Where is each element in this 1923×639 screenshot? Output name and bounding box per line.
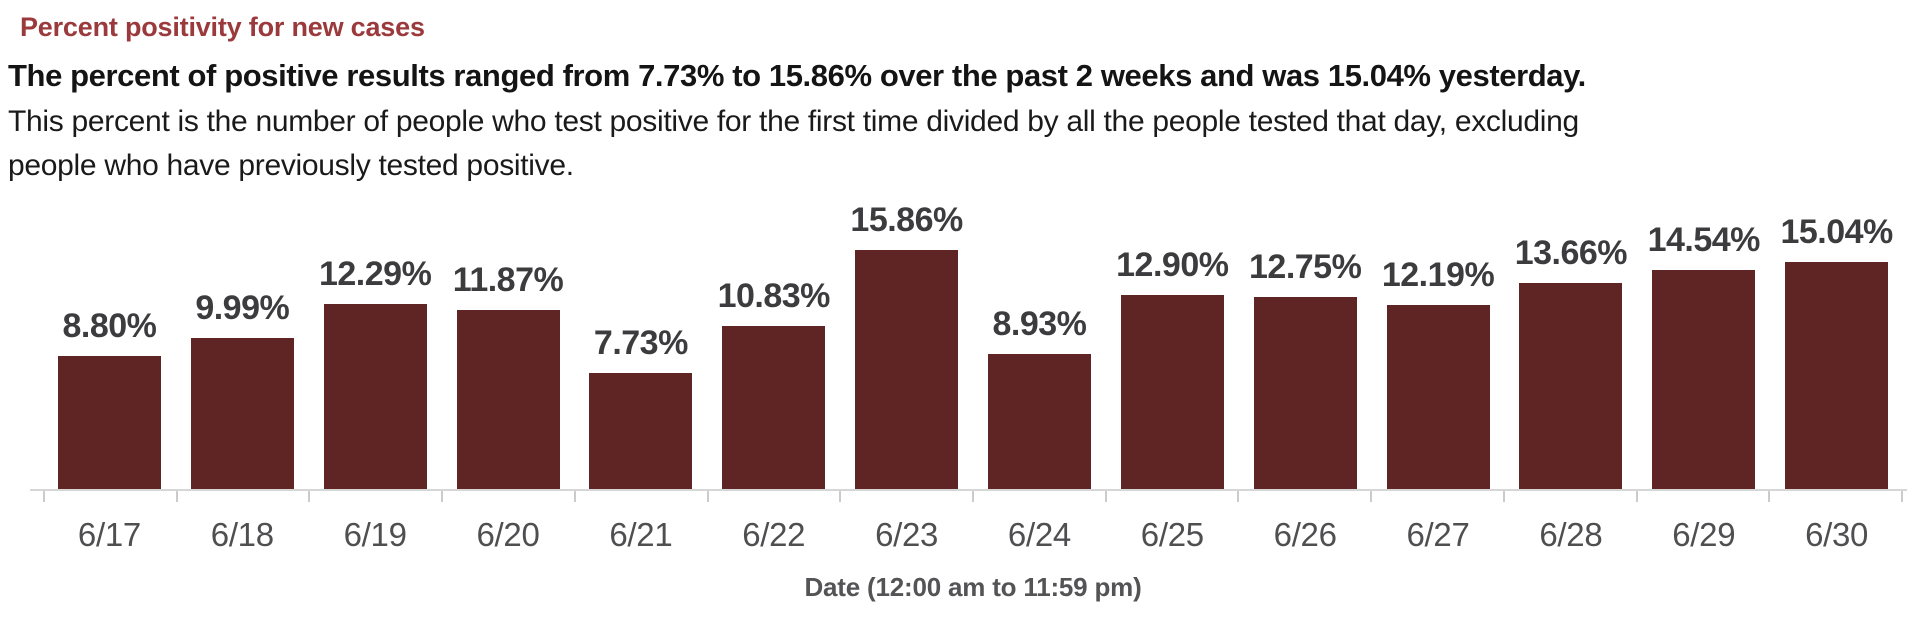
bar-value-label: 11.87% <box>452 261 564 299</box>
bar <box>1120 295 1224 489</box>
bar-group: 15.86% <box>840 201 973 489</box>
x-axis-tick <box>1237 489 1370 502</box>
x-tick-label: 6/23 <box>875 516 939 553</box>
x-tick-label: 6/28 <box>1539 516 1603 553</box>
bar <box>456 310 560 489</box>
bar-value-label: 12.90% <box>1116 246 1229 284</box>
chart-description-line-2: people who have previously tested positi… <box>8 149 574 182</box>
x-axis-tick <box>175 489 309 502</box>
bar <box>190 338 294 489</box>
bar-group: 12.29% <box>309 255 442 489</box>
x-axis-line <box>30 489 1907 491</box>
x-tick-label: 6/26 <box>1273 516 1337 553</box>
bar <box>855 250 959 489</box>
x-axis-tick <box>972 489 1105 502</box>
x-tick-label: 6/20 <box>476 516 540 553</box>
x-axis-title: Date (12:00 am to 11:59 pm) <box>804 572 1142 602</box>
bar-value-label: 8.80% <box>62 307 157 345</box>
x-tick-label: 6/24 <box>1007 516 1071 553</box>
plot-area: 8.80% 9.99% 12.29% 11.87% 7.73% 10.83% 15.86% 8… <box>43 188 1903 489</box>
x-axis-tick <box>1370 489 1503 502</box>
bar-chart: 8.80% 9.99% 12.29% 11.87% 7.73% 10.83% 15.86% 8… <box>0 188 1923 603</box>
bar <box>323 304 427 489</box>
chart-description: This percent is the number of people who… <box>8 100 1907 188</box>
bar-value-label: 14.54% <box>1647 221 1761 259</box>
bar-value-label: 7.73% <box>593 324 688 362</box>
x-axis-tick <box>43 489 176 502</box>
bar-group: 12.90% <box>1106 246 1239 489</box>
bar <box>1253 297 1357 489</box>
x-tick-label: 6/30 <box>1805 516 1869 553</box>
x-axis-tick <box>839 489 972 502</box>
x-tick-label: 6/27 <box>1406 516 1470 553</box>
bar-group: 7.73% <box>574 324 707 489</box>
x-axis-tick <box>1635 489 1769 502</box>
bar-value-label: 12.29% <box>318 255 432 293</box>
bar-value-label: 15.04% <box>1780 213 1893 251</box>
bar-group: 14.54% <box>1637 221 1770 489</box>
x-tick-label: 6/22 <box>742 516 806 553</box>
chart-header: Percent positivity for new cases The per… <box>0 0 1923 188</box>
x-tick-label: 6/19 <box>343 516 407 553</box>
bar-group: 8.93% <box>973 305 1106 489</box>
x-axis <box>30 489 1907 502</box>
x-tick-label: 6/29 <box>1672 516 1736 553</box>
bar-group: 8.80% <box>43 307 176 489</box>
x-tick-label: 6/25 <box>1140 516 1204 553</box>
bar-group: 15.04% <box>1770 213 1903 489</box>
x-tick-label: 6/17 <box>77 516 141 553</box>
chart-title: Percent positivity for new cases <box>20 12 425 42</box>
bar-value-label: 9.99% <box>195 289 290 327</box>
x-axis-tick <box>706 489 840 502</box>
x-axis-tick-labels: 6/17 6/18 6/19 6/20 6/21 6/22 6/23 6/24 6/25 6/26… <box>43 516 1903 554</box>
bar <box>1519 283 1623 489</box>
bar <box>1785 262 1889 489</box>
bar-group: 13.66% <box>1504 234 1637 489</box>
bar-value-label: 8.93% <box>992 305 1087 343</box>
bar-group: 12.19% <box>1372 256 1505 489</box>
bar-value-label: 13.66% <box>1514 234 1628 272</box>
x-axis-tick <box>1104 489 1238 502</box>
bar-group: 11.87% <box>442 261 575 489</box>
bar <box>987 354 1091 489</box>
x-tick-label: 6/21 <box>609 516 673 553</box>
bar <box>1386 305 1490 489</box>
bar <box>57 356 161 489</box>
x-axis-tick <box>1502 489 1636 502</box>
bar <box>589 373 693 489</box>
x-tick-label: 6/18 <box>210 516 274 553</box>
bar-value-label: 12.19% <box>1381 256 1495 294</box>
x-axis-tick <box>573 489 707 502</box>
chart-subtitle: The percent of positive results ranged f… <box>8 58 1586 93</box>
x-axis-tick <box>308 489 441 502</box>
x-axis-tick <box>441 489 574 502</box>
x-axis-tick <box>1768 489 1901 502</box>
bar-group: 10.83% <box>707 277 840 489</box>
bar-group: 12.75% <box>1239 248 1372 489</box>
bar-value-label: 12.75% <box>1249 248 1362 286</box>
chart-description-line-1: This percent is the number of people who… <box>8 105 1579 138</box>
bar <box>1652 270 1756 489</box>
bar <box>722 326 826 489</box>
bar-value-label: 10.83% <box>717 277 831 315</box>
bar-group: 9.99% <box>176 289 309 489</box>
bar-value-label: 15.86% <box>850 201 963 239</box>
